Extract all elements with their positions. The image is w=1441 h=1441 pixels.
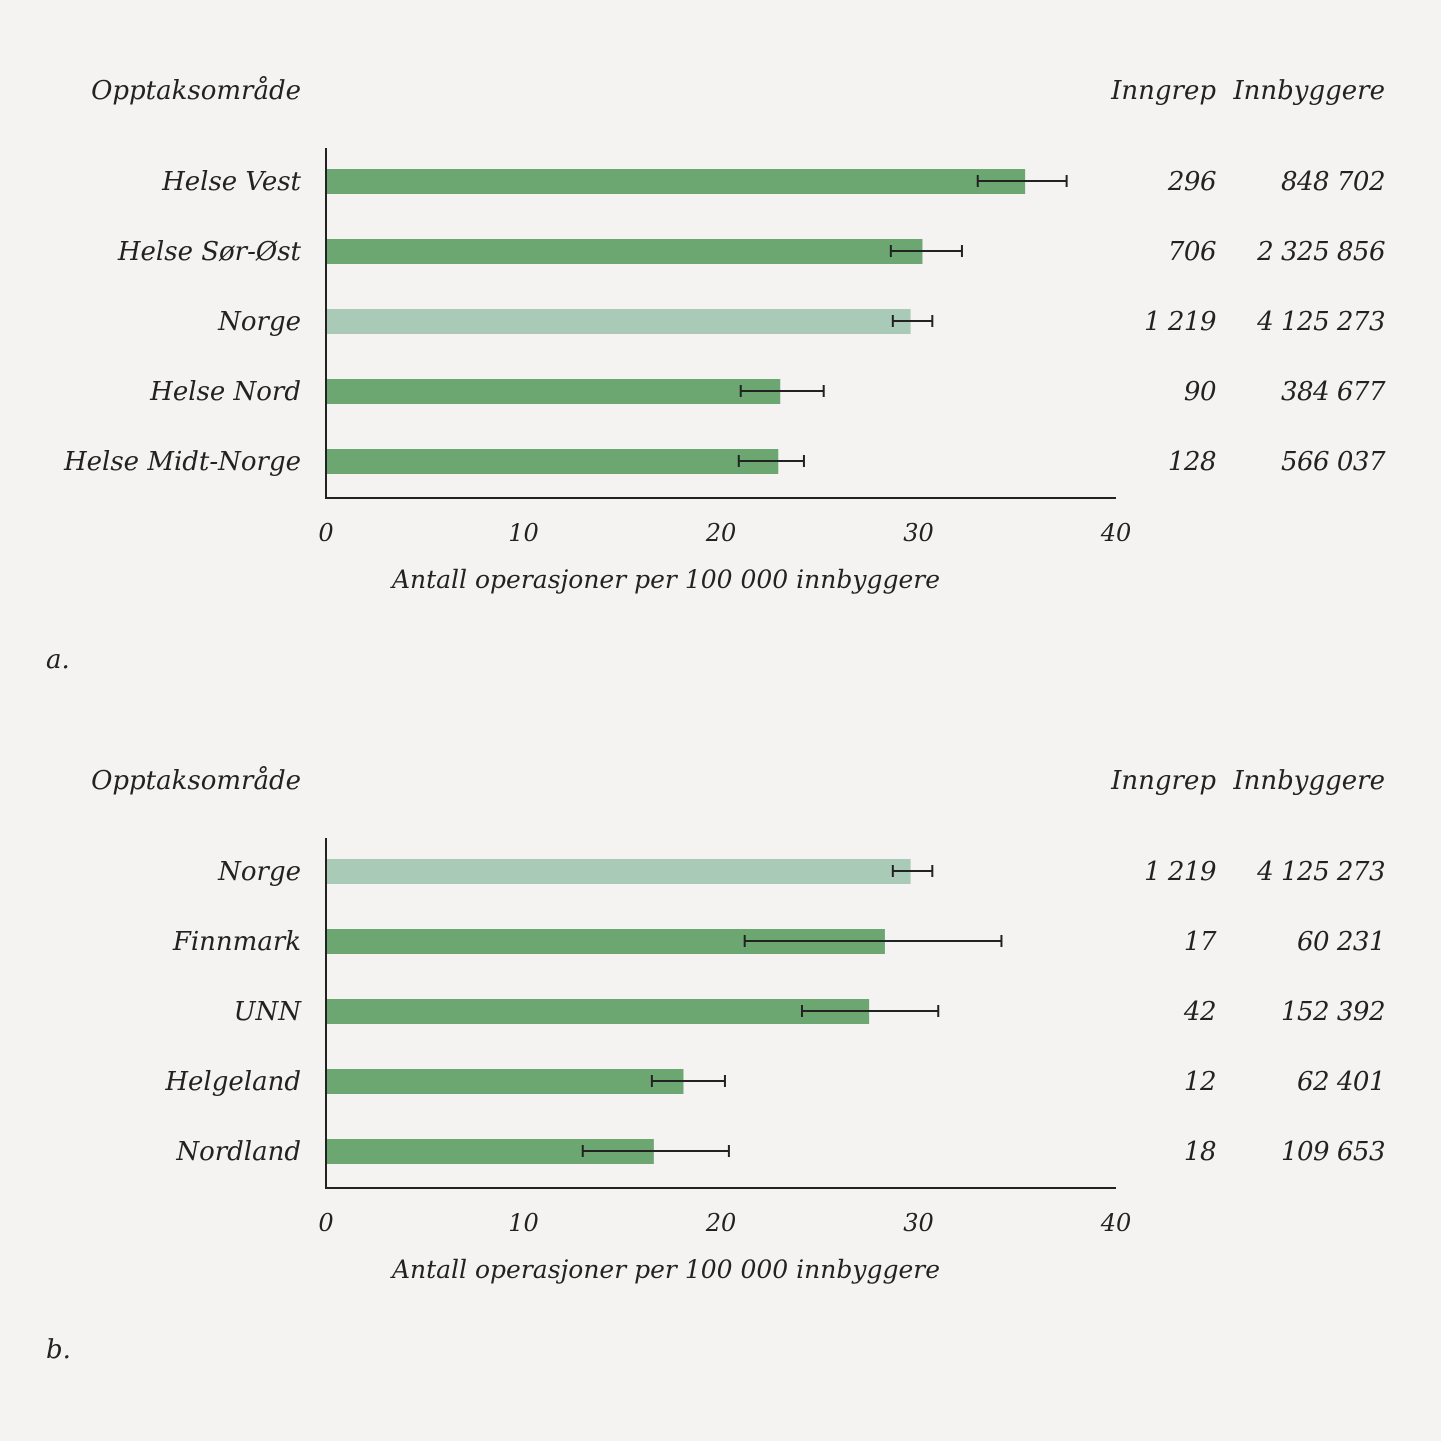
x-tick-label: 0 <box>318 1209 333 1237</box>
inngrep-value: 90 <box>1184 377 1216 407</box>
category-label: Nordland <box>175 1137 301 1167</box>
bar <box>326 239 923 264</box>
bar <box>326 379 781 404</box>
bar <box>326 1069 684 1094</box>
inngrep-value: 12 <box>1184 1067 1216 1097</box>
category-label: Norge <box>217 857 301 887</box>
panel-label: a. <box>46 645 70 675</box>
x-tick-label: 10 <box>508 519 539 547</box>
x-axis-label: Antall operasjoner per 100 000 innbygger… <box>390 1255 940 1284</box>
x-tick-label: 30 <box>903 519 934 547</box>
innbyggere-value: 566 037 <box>1281 447 1386 477</box>
innbyggere-value: 4 125 273 <box>1256 307 1385 337</box>
innbyggere-value: 2 325 856 <box>1256 237 1385 267</box>
bar <box>326 859 911 884</box>
x-tick-label: 40 <box>1100 1209 1132 1237</box>
innbyggere-value: 848 702 <box>1281 167 1385 197</box>
category-label: Helse Midt-Norge <box>63 447 301 477</box>
inngrep-value: 17 <box>1184 927 1217 957</box>
inngrep-value: 1 219 <box>1144 307 1216 337</box>
column-header-inngrep: Inngrep <box>1110 76 1216 106</box>
column-header-innbyggere: Innbyggere <box>1232 766 1385 796</box>
column-header-innbyggere: Innbyggere <box>1232 76 1385 106</box>
x-tick-label: 30 <box>903 1209 934 1237</box>
x-tick-label: 40 <box>1100 519 1132 547</box>
category-label: Helse Vest <box>161 167 301 197</box>
category-label: Finnmark <box>172 927 301 957</box>
inngrep-value: 128 <box>1168 447 1216 477</box>
panel-label: b. <box>46 1335 71 1365</box>
innbyggere-value: 152 392 <box>1281 997 1385 1027</box>
bar <box>326 309 911 334</box>
category-label: Helse Sør-Øst <box>117 237 302 267</box>
bar <box>326 999 870 1024</box>
inngrep-value: 42 <box>1183 997 1216 1027</box>
x-tick-label: 20 <box>705 1209 737 1237</box>
x-tick-label: 20 <box>705 519 737 547</box>
bar <box>326 169 1026 194</box>
inngrep-value: 18 <box>1184 1137 1216 1167</box>
category-header: Opptaksområde <box>91 75 301 106</box>
x-axis-label: Antall operasjoner per 100 000 innbygger… <box>390 565 940 594</box>
innbyggere-value: 384 677 <box>1281 377 1386 407</box>
innbyggere-value: 4 125 273 <box>1256 857 1385 887</box>
category-label: UNN <box>234 997 303 1027</box>
category-label: Helgeland <box>164 1067 301 1097</box>
category-label: Norge <box>217 307 301 337</box>
innbyggere-value: 60 231 <box>1297 927 1385 957</box>
x-tick-label: 10 <box>508 1209 539 1237</box>
inngrep-value: 296 <box>1167 167 1216 197</box>
inngrep-value: 706 <box>1168 237 1216 267</box>
column-header-inngrep: Inngrep <box>1110 766 1216 796</box>
innbyggere-value: 109 653 <box>1281 1137 1385 1167</box>
bar <box>326 449 779 474</box>
category-header: Opptaksområde <box>91 765 301 796</box>
x-tick-label: 0 <box>318 519 333 547</box>
innbyggere-value: 62 401 <box>1297 1067 1385 1097</box>
inngrep-value: 1 219 <box>1144 857 1216 887</box>
category-label: Helse Nord <box>149 377 301 407</box>
